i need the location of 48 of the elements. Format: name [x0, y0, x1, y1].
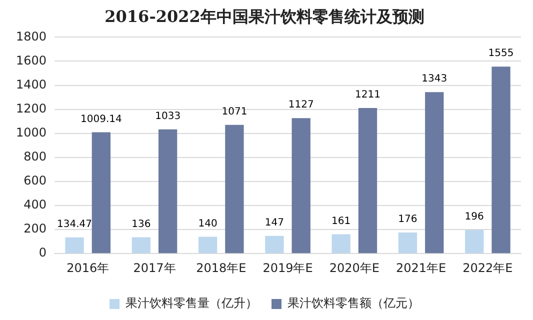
y-tick-label: 1400 [16, 77, 47, 92]
data-label: 1071 [222, 106, 248, 118]
bar [292, 118, 310, 254]
x-tick-label: 2020年E [329, 260, 380, 275]
data-label: 1033 [155, 111, 181, 122]
y-tick-label: 1000 [16, 126, 47, 140]
y-tick-label: 600 [24, 174, 47, 188]
legend-label: 果汁饮料零售额（亿元） [288, 296, 420, 310]
data-label: 140 [198, 218, 218, 230]
legend-label: 果汁饮料零售量（亿升） [126, 296, 258, 310]
bar [358, 108, 378, 254]
x-tick-label: 2016年 [66, 260, 110, 275]
bar [425, 92, 444, 254]
y-tick-label: 1800 [16, 29, 47, 44]
x-tick-label: 2021年E [396, 260, 446, 275]
bar [132, 237, 150, 254]
bar [225, 124, 244, 254]
data-label: 161 [332, 216, 351, 227]
bar [332, 234, 350, 254]
y-tick-label: 1200 [16, 101, 47, 116]
data-label: 1343 [422, 74, 448, 85]
y-tick-label: 400 [24, 198, 47, 212]
x-tick-label: 2018年E [196, 260, 246, 275]
bar [492, 66, 510, 254]
data-label: 1127 [288, 100, 314, 111]
x-tick-label: 2019年E [262, 260, 313, 275]
bar [198, 236, 218, 254]
y-tick-label: 1600 [16, 53, 47, 68]
bar [92, 132, 111, 254]
x-tick-label: 2022年E [462, 260, 513, 275]
data-label: 1211 [355, 90, 380, 101]
bar [158, 129, 178, 254]
data-label: 176 [398, 214, 418, 226]
y-tick-label: 800 [24, 150, 47, 164]
x-tick-label: 2017年 [133, 260, 176, 275]
y-tick-label: 0 [38, 246, 47, 260]
bar [65, 237, 84, 254]
data-label: 134.47 [57, 219, 92, 230]
data-label: 1009.14 [80, 114, 122, 125]
data-label: 1555 [488, 48, 514, 60]
y-tick-label: 200 [24, 222, 47, 236]
bar [265, 236, 284, 254]
data-label: 196 [464, 212, 484, 223]
bar [398, 232, 418, 254]
bar [465, 230, 484, 254]
data-label: 136 [132, 218, 151, 230]
data-label: 147 [264, 218, 284, 229]
chart-title: 2016-2022年中国果汁饮料零售统计及预测 [104, 6, 424, 26]
